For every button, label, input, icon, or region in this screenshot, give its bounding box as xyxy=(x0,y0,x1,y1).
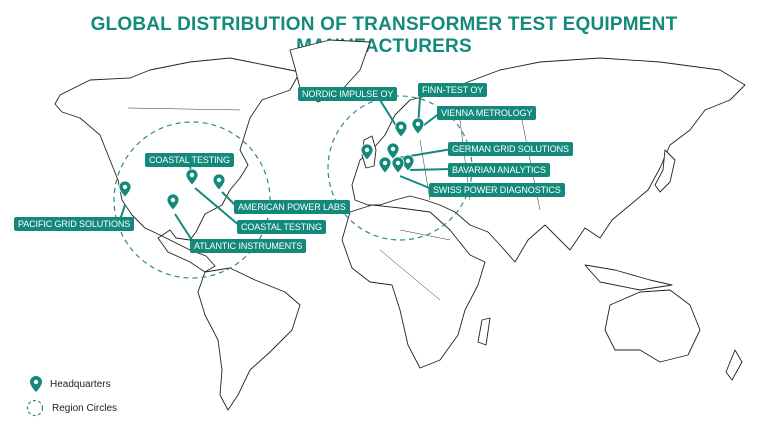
map-pin-icon[interactable] xyxy=(378,156,392,174)
map-pin-icon[interactable] xyxy=(411,117,425,135)
south-america xyxy=(197,267,301,411)
label-bavarian-analytics: BAVARIAN ANALYTICS xyxy=(448,163,550,177)
legend-region-circles-label: Region Circles xyxy=(52,402,118,414)
map-pin-icon[interactable] xyxy=(118,180,132,198)
map-pin-icon[interactable] xyxy=(166,193,180,211)
label-german-grid-solutions: GERMAN GRID SOLUTIONS xyxy=(448,142,573,156)
map-pin-icon[interactable] xyxy=(212,173,226,191)
label-american-power-labs: AMERICAN POWER LABS xyxy=(234,200,350,214)
label-nordic-impulse-oy: NORDIC IMPULSE OY xyxy=(298,87,398,101)
legend-region-circles: Region Circles xyxy=(26,399,117,417)
dashed-circle-icon xyxy=(26,399,44,417)
label-finn-test-oy: FINN-TEST OY xyxy=(418,83,488,97)
label-pacific-grid-solutions: PACIFIC GRID SOLUTIONS xyxy=(14,217,135,231)
japan xyxy=(654,149,676,193)
map-pin-icon[interactable] xyxy=(391,156,405,174)
map-pin-icon xyxy=(30,376,42,392)
madagascar xyxy=(477,317,491,346)
legend-headquarters: Headquarters xyxy=(30,376,111,392)
label-coastal-testing-2: COASTAL TESTING xyxy=(237,220,326,234)
label-coastal-testing-1: COASTAL TESTING xyxy=(145,153,234,167)
map-pin-icon[interactable] xyxy=(360,143,374,161)
map-pin-icon[interactable] xyxy=(401,154,415,172)
label-vienna-metrology: VIENNA METROLOGY xyxy=(437,106,537,120)
map-pin-icon[interactable] xyxy=(185,168,199,186)
africa xyxy=(341,204,486,369)
map-pin-icon[interactable] xyxy=(386,142,400,160)
legend-headquarters-label: Headquarters xyxy=(50,378,111,390)
indonesia xyxy=(584,264,673,291)
label-swiss-power-diagnostics: SWISS POWER DIAGNOSTICS xyxy=(429,183,565,197)
new-zealand xyxy=(725,349,743,381)
australia xyxy=(604,289,701,363)
map-pin-icon[interactable] xyxy=(394,120,408,138)
label-atlantic-instruments: ATLANTIC INSTRUMENTS xyxy=(190,239,307,253)
